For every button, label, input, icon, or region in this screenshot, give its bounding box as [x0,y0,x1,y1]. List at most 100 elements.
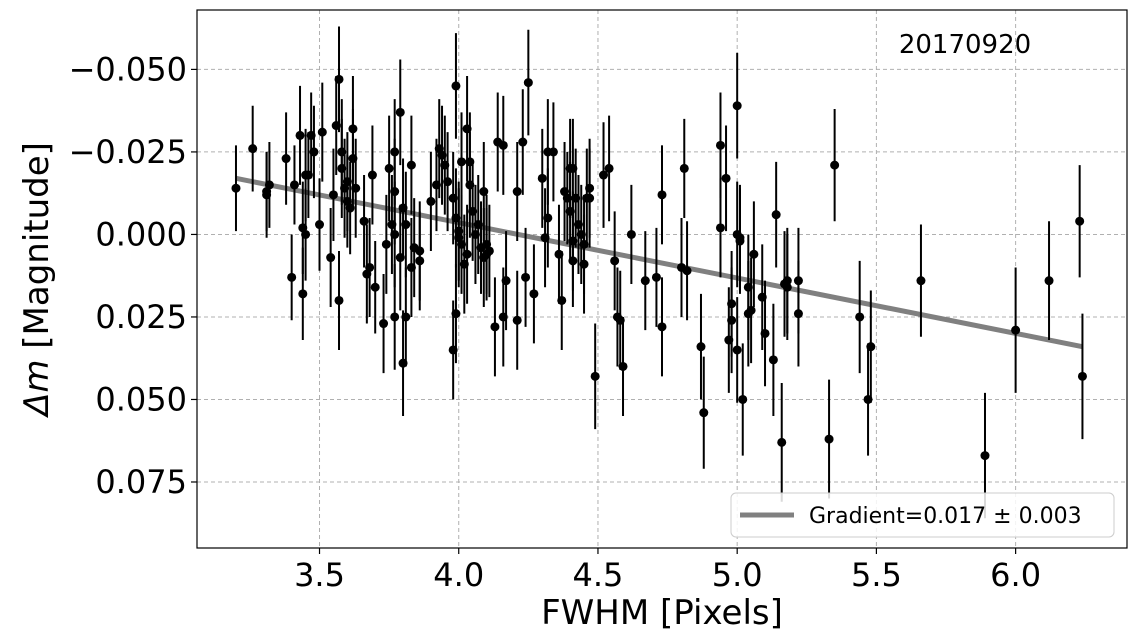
data-point [760,328,770,338]
data-point [512,315,522,325]
data-point [771,210,781,220]
data-point [457,157,467,167]
y-tick-label: 0.075 [95,463,187,501]
data-point [359,216,369,226]
data-point [618,361,628,371]
x-axis-ticks: 3.5 4.0 4.5 5.0 5.5 6.0 [294,548,1041,594]
legend-box [730,492,1115,538]
data-point [657,322,667,332]
data-point [548,147,558,157]
data-point [401,312,411,322]
data-point [518,137,528,147]
data-point [501,276,511,286]
data-point [855,312,865,322]
y-axis-ticks: −0.050 −0.025 0.000 0.025 0.050 0.075 [69,50,197,501]
y-tick-label: 0.000 [95,215,187,253]
data-point [768,355,778,365]
data-point [426,196,436,206]
data-point [557,295,567,305]
data-point [334,74,344,84]
data-point [287,272,297,282]
data-points [231,26,1087,519]
data-point [585,193,595,203]
data-point [696,342,706,352]
data-point [351,183,361,193]
data-point [1077,371,1087,381]
data-point [682,266,692,276]
data-point [498,140,508,150]
legend-label: Gradient=0.017 ± 0.003 [809,504,1082,529]
data-point [295,130,305,140]
data-point [298,289,308,299]
data-point [301,229,311,239]
data-point [231,183,241,193]
data-point [626,229,636,239]
data-point [264,180,274,190]
data-point [657,190,667,200]
data-point [824,434,834,444]
data-point [793,309,803,319]
data-point [326,253,336,263]
data-point [379,319,389,329]
data-point [1011,325,1021,335]
data-point [289,180,299,190]
data-point [610,256,620,266]
data-point [484,246,494,256]
data-point [384,163,394,173]
data-point [490,322,500,332]
data-point [451,309,461,319]
data-point [523,78,533,88]
legend: Gradient=0.017 ± 0.003 [730,492,1115,538]
x-tick-label: 4.5 [573,556,624,594]
data-point [529,289,539,299]
y-tick-label: −0.050 [69,50,187,88]
data-point [462,249,472,259]
data-point [590,371,600,381]
data-point [406,160,416,170]
data-point [381,239,391,249]
data-point [568,256,578,266]
x-tick-label: 6.0 [990,556,1041,594]
data-point [334,295,344,305]
data-point [782,282,792,292]
fit-line-layer [235,175,1083,350]
data-point [367,170,377,180]
data-point [732,101,742,111]
data-point [543,213,553,223]
data-point [732,345,742,355]
fit-line [235,175,1083,350]
data-point [401,220,411,230]
data-point [916,276,926,286]
data-point [479,187,489,197]
y-tick-label: 0.050 [95,380,187,418]
y-axis-title-unit: [Magnitude] [17,142,57,359]
data-point [777,437,787,447]
data-point [579,259,589,269]
data-point [980,451,990,461]
data-point [604,163,614,173]
data-point [721,173,731,183]
x-axis-title: FWHM [Pixels] [541,593,783,633]
data-point [451,81,461,91]
data-point [866,342,876,352]
data-point [443,177,453,187]
data-point [317,127,327,137]
data-point [715,223,725,233]
annotation-date: 20170920 [899,30,1031,60]
plot-frame [196,9,1128,549]
data-point [715,140,725,150]
data-point [521,272,531,282]
data-point [390,187,400,197]
data-point [1044,276,1054,286]
x-tick-label: 5.0 [712,556,763,594]
data-point [415,256,425,266]
data-point [735,236,745,246]
data-point [1075,216,1085,226]
data-point [749,249,759,259]
data-point [746,305,756,315]
data-point [365,262,375,272]
data-point [651,272,661,282]
data-point [248,144,258,154]
data-point [679,163,689,173]
